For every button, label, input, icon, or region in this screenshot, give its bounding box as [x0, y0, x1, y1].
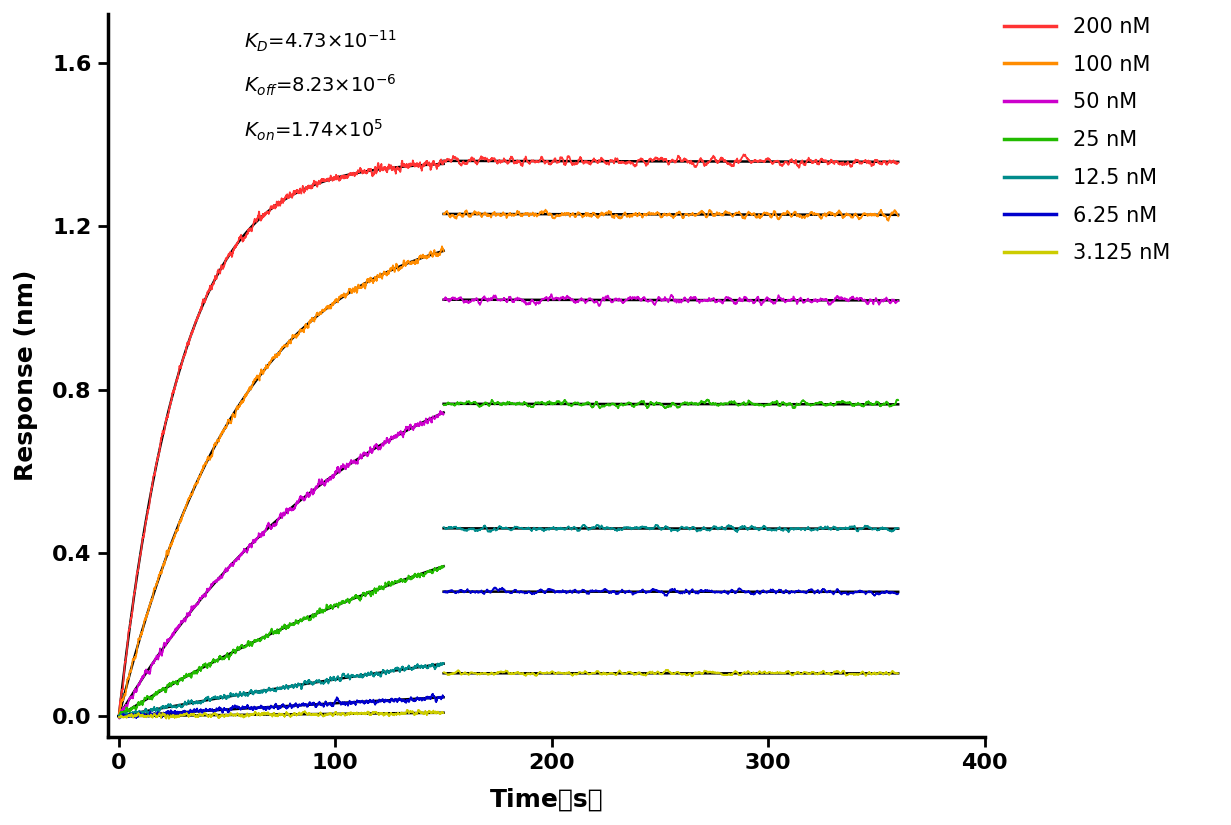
Y-axis label: Response (nm): Response (nm) — [14, 270, 38, 481]
Text: $K_D$=4.73×10$^{-11}$
$K_{off}$=8.23×10$^{-6}$
$K_{on}$=1.74×10$^{5}$: $K_D$=4.73×10$^{-11}$ $K_{off}$=8.23×10$… — [244, 28, 396, 144]
Legend: 200 nM, 100 nM, 50 nM, 25 nM, 12.5 nM, 6.25 nM, 3.125 nM: 200 nM, 100 nM, 50 nM, 25 nM, 12.5 nM, 6… — [1004, 17, 1169, 263]
X-axis label: Time（s）: Time（s） — [490, 787, 603, 811]
